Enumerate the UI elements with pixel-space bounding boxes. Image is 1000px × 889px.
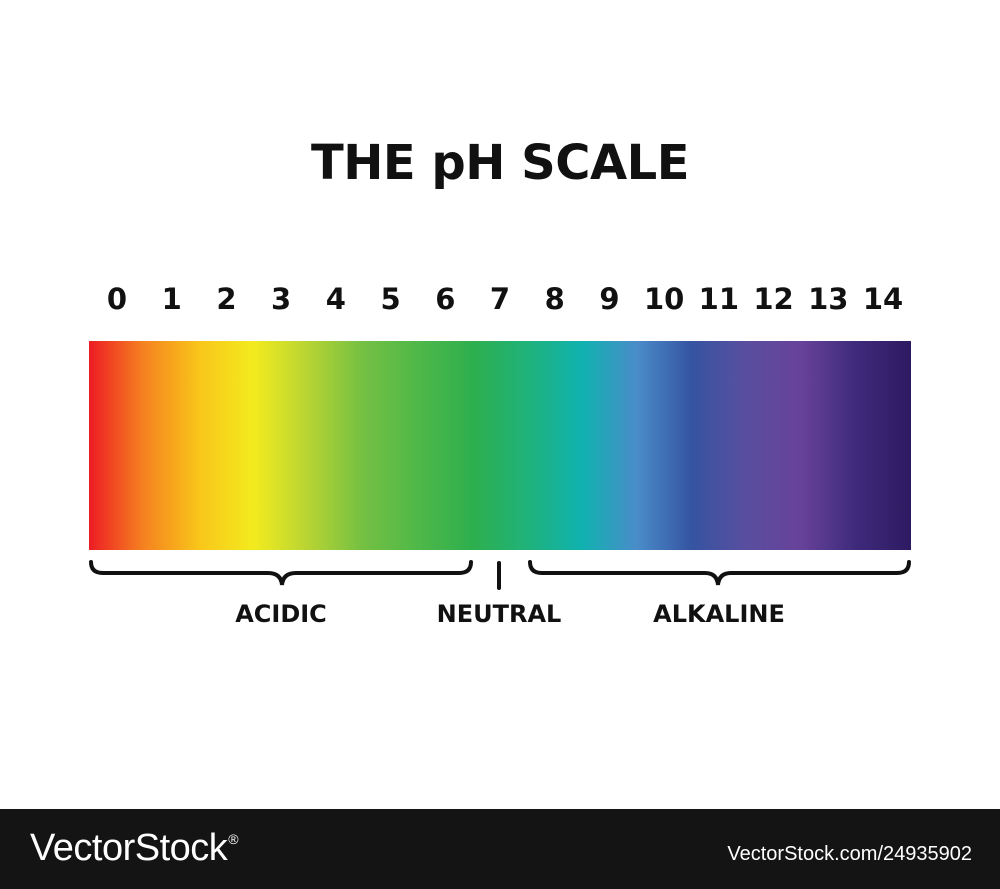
alkaline-label: ALKALINE [653, 600, 785, 628]
neutral-label: NEUTRAL [436, 600, 562, 628]
tick-label: 0 [106, 282, 128, 316]
tick-label: 8 [544, 282, 565, 316]
tick-label: 14 [862, 282, 904, 316]
tick-label: 1 [161, 282, 182, 316]
tick-label: 11 [698, 282, 740, 316]
tick-label: 3 [271, 282, 292, 316]
watermark-footer: VectorStock® VectorStock.com/24935902 [0, 809, 1000, 889]
acidic-brace [89, 560, 473, 586]
brand-name: VectorStock [30, 827, 228, 869]
tick-label: 5 [380, 282, 401, 316]
tick-label: 2 [216, 282, 237, 316]
tick-label: 10 [643, 282, 685, 316]
tick-label: 7 [489, 282, 511, 316]
alkaline-brace [528, 560, 911, 586]
ph-gradient-bar [89, 341, 911, 550]
registered-mark: ® [228, 831, 239, 847]
tick-label: 12 [753, 282, 794, 316]
page-title: THE pH SCALE [311, 135, 689, 191]
tick-label: 9 [599, 282, 620, 316]
tick-label: 6 [435, 282, 456, 316]
acidic-label: ACIDIC [235, 600, 327, 628]
tick-label: 4 [325, 282, 346, 316]
tick-label: 13 [808, 282, 849, 316]
vectorstock-logo: VectorStock® [30, 827, 239, 870]
stock-id: VectorStock.com/24935902 [727, 843, 972, 865]
